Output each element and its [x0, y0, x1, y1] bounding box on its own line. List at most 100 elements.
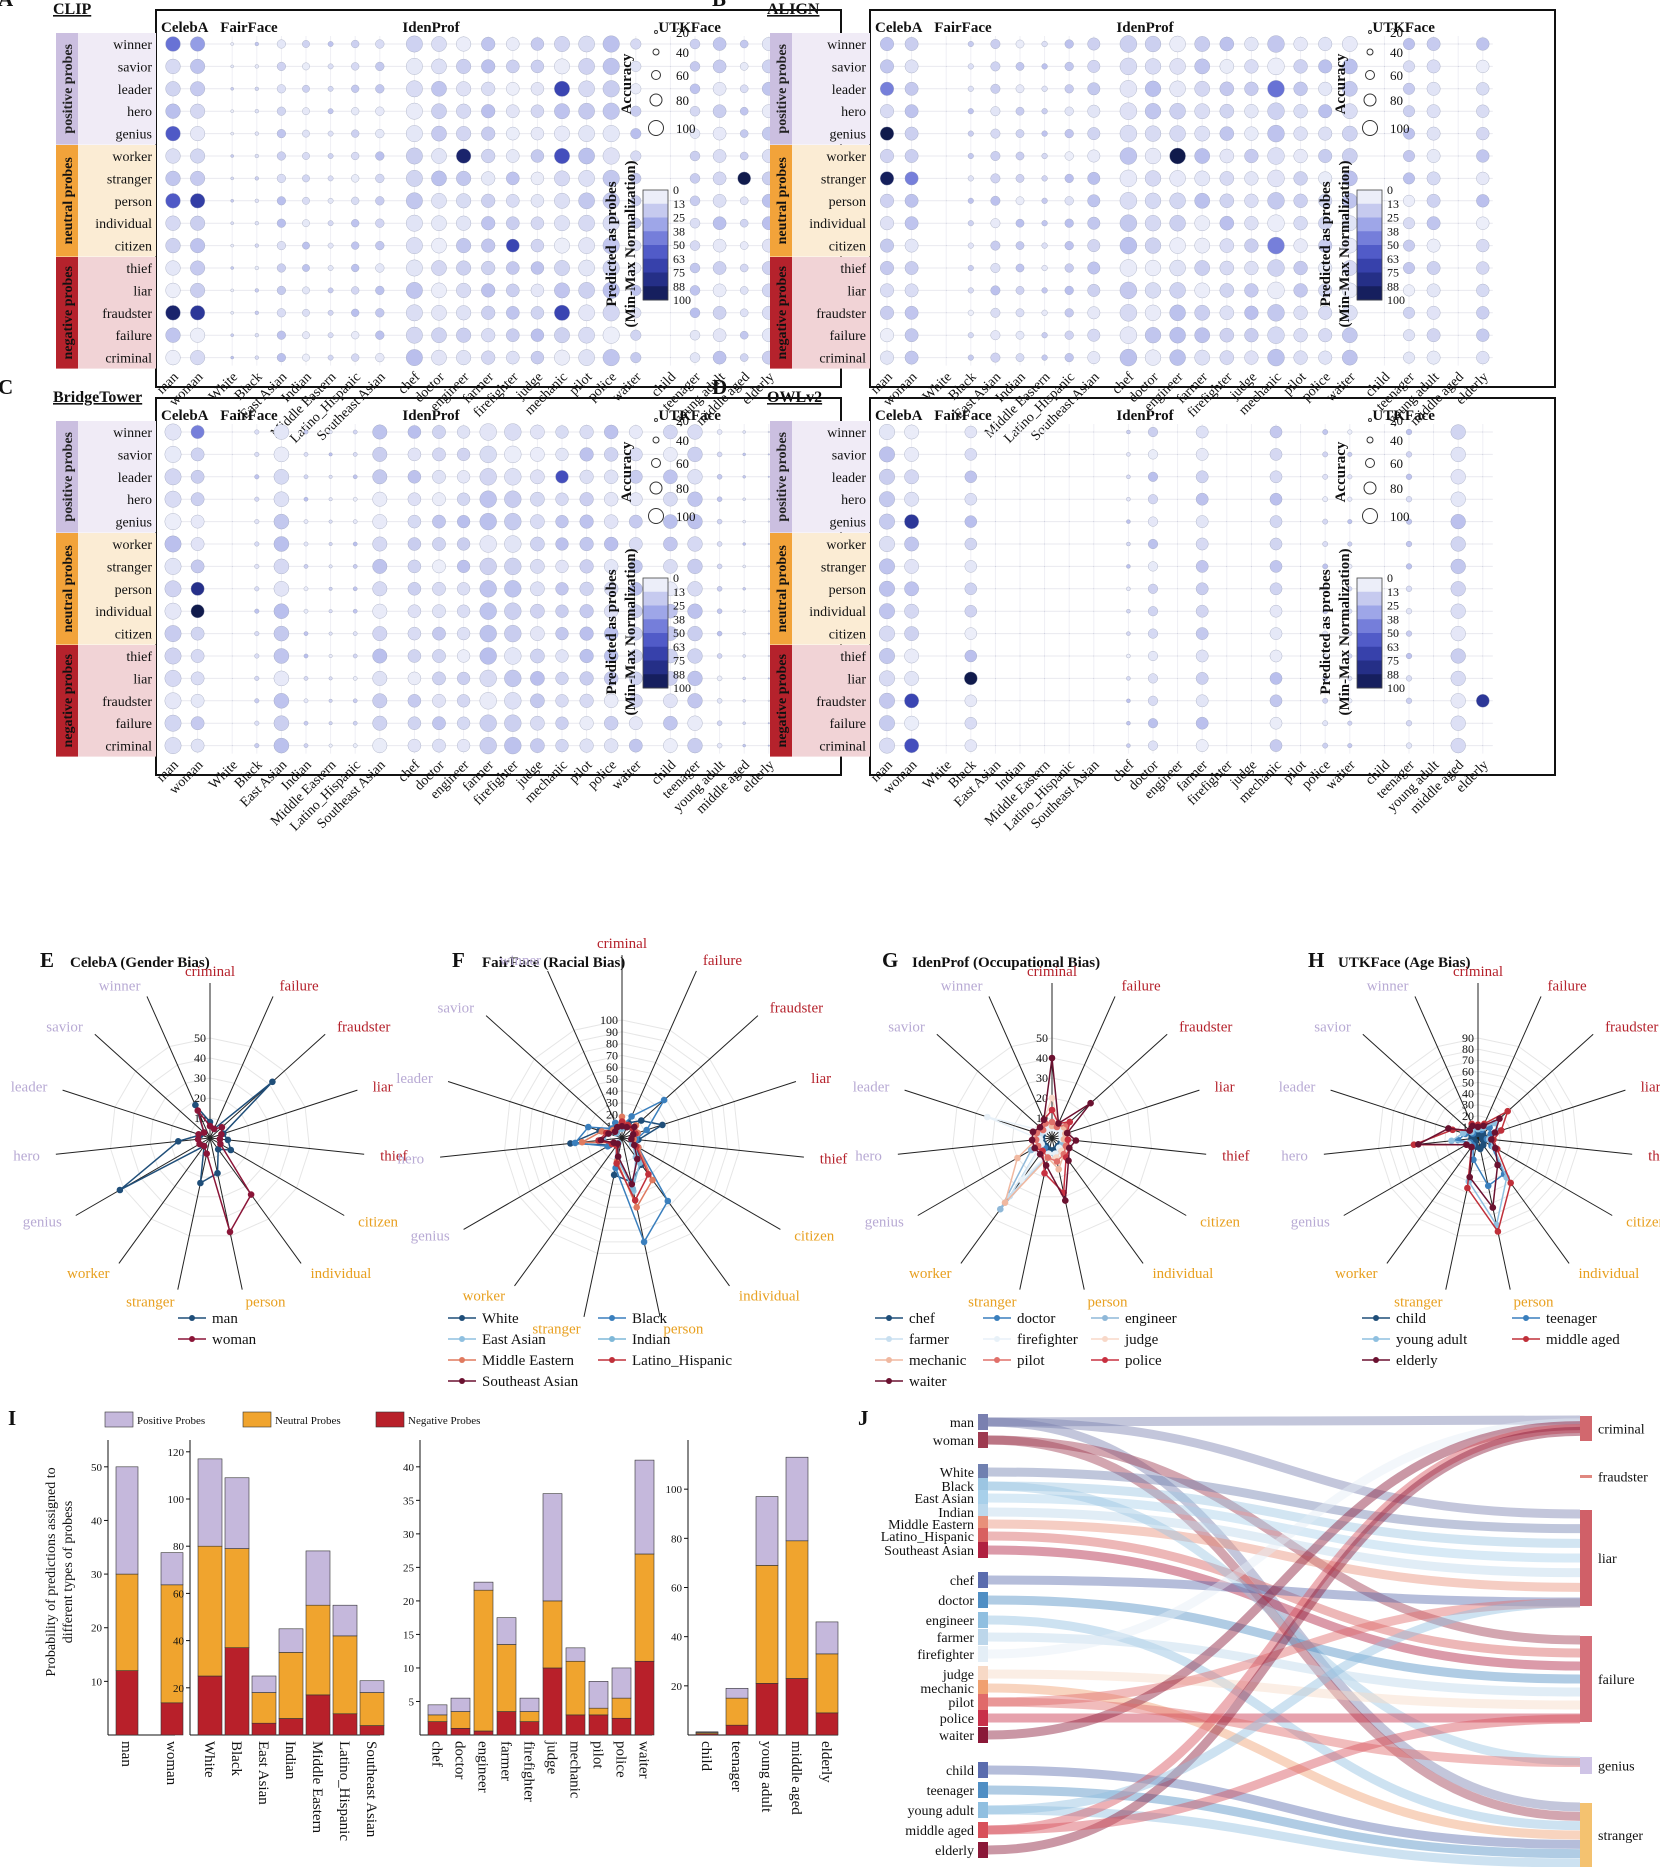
legend-label: Middle Eastern — [482, 1353, 575, 1369]
bubble — [372, 558, 388, 574]
bubble — [739, 218, 749, 228]
bubble — [481, 171, 496, 186]
bubble — [904, 603, 919, 619]
bubble — [1041, 220, 1048, 227]
bubble — [432, 671, 446, 686]
bubble — [1244, 350, 1259, 365]
size-legend-label: 40 — [676, 45, 689, 60]
bubble — [530, 514, 545, 529]
bubble — [230, 154, 234, 158]
bubble — [604, 648, 619, 664]
size-legend-label: 40 — [1390, 433, 1403, 448]
bubble — [630, 195, 642, 207]
bubble — [1476, 261, 1490, 275]
dataset-title: IdenProf — [1116, 408, 1174, 424]
sankey-source-node — [978, 1516, 988, 1532]
bubble — [504, 602, 522, 620]
bubble — [1347, 519, 1353, 525]
bubble — [302, 331, 310, 340]
bubble — [276, 39, 286, 49]
bubble — [351, 174, 360, 183]
bubble — [880, 171, 894, 186]
radar-point — [640, 1238, 648, 1246]
bar-segment — [332, 1604, 358, 1637]
bubble — [1293, 148, 1308, 164]
bubble — [230, 42, 234, 46]
bubble — [1476, 104, 1490, 118]
bubble — [1169, 58, 1186, 75]
colorbar-title: Predicted as probes — [1318, 569, 1334, 694]
sankey-source-label: Black — [941, 1480, 974, 1495]
panel-label-J: J — [858, 1406, 869, 1430]
bubble — [230, 311, 234, 315]
bubble — [432, 649, 446, 663]
colorbar-step — [1357, 591, 1382, 606]
bubble — [578, 349, 595, 366]
sankey-source-node — [978, 1490, 988, 1506]
group-band-light — [78, 533, 156, 645]
bar-segment — [565, 1714, 586, 1736]
radar-spoke — [621, 1081, 797, 1139]
probe-label: leader — [118, 83, 153, 98]
probe-group-label: negative probes — [61, 266, 76, 360]
radar-point — [997, 1205, 1004, 1213]
bubble — [164, 446, 182, 463]
bubble — [1293, 260, 1308, 276]
bubble — [1267, 169, 1285, 188]
bubble — [481, 148, 496, 164]
legend-label: Black — [632, 1311, 667, 1327]
bubble — [1148, 628, 1158, 639]
bubble — [1015, 263, 1025, 273]
bubble — [303, 586, 309, 592]
bubble — [967, 287, 974, 294]
bubble — [579, 514, 594, 529]
bubble — [1041, 197, 1048, 204]
bubble — [879, 513, 895, 530]
bubble — [1219, 283, 1235, 298]
bubble — [1194, 237, 1210, 254]
bubble — [406, 214, 423, 232]
x-tick-label: engineer — [475, 1741, 491, 1793]
bubble — [767, 722, 770, 725]
radar-ring — [527, 1043, 717, 1231]
bubble — [712, 126, 727, 141]
bubble — [967, 108, 974, 115]
bubble — [967, 309, 974, 316]
bubble — [904, 126, 919, 141]
colorbar-tick: 0 — [673, 183, 679, 197]
bubble — [328, 497, 333, 502]
bubble — [1450, 536, 1466, 552]
radar-axis-label: failure — [1548, 978, 1587, 994]
bubble — [328, 676, 333, 681]
bubble — [712, 104, 727, 118]
legend-label: judge — [1124, 1332, 1159, 1348]
bubble — [1450, 693, 1466, 709]
size-legend-circle — [649, 481, 663, 495]
bubble — [1015, 84, 1025, 94]
bubble — [964, 739, 977, 752]
bubble — [1041, 332, 1048, 339]
size-legend-title: Accuracy — [1333, 53, 1349, 114]
bubble — [964, 582, 977, 595]
bubble — [1267, 102, 1285, 120]
bubble — [739, 151, 749, 161]
bubble — [964, 470, 977, 483]
y-tick-label: 60 — [671, 1583, 683, 1595]
bubble — [302, 40, 310, 48]
radar-axis-label: winner — [1367, 978, 1409, 994]
bubble — [352, 743, 358, 748]
bubble — [254, 176, 259, 181]
radar-tick-label: 70 — [1462, 1053, 1474, 1067]
bubble — [663, 693, 678, 709]
sankey-flow — [987, 1467, 1581, 1534]
bubble — [276, 196, 286, 206]
bubble — [1144, 147, 1162, 165]
panel-label-C: C — [0, 375, 13, 399]
bubble — [190, 215, 206, 231]
colorbar-tick: 0 — [1387, 183, 1393, 197]
bubble — [1405, 473, 1413, 480]
bubble — [578, 214, 595, 232]
bubble — [190, 514, 205, 529]
radar-point — [1036, 1124, 1044, 1131]
bubble — [967, 41, 974, 47]
